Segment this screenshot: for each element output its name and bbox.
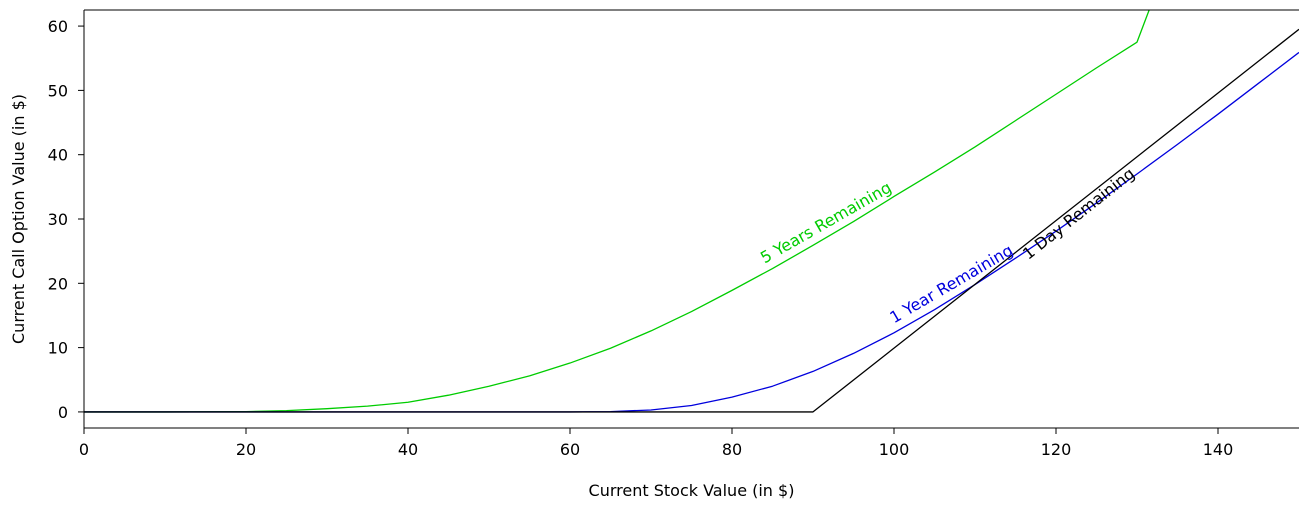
y-tick-label: 0: [58, 403, 68, 422]
y-tick-label: 60: [48, 17, 68, 36]
y-tick-label: 10: [48, 339, 68, 358]
axes: 0 20 40 60 80 100 120 140 0 10 20 30 40 50 60: [48, 9, 1299, 459]
x-tick-label: 140: [1203, 440, 1234, 459]
y-tick-label: 40: [48, 146, 68, 165]
y-tick-label: 20: [48, 274, 68, 293]
series-line-0: [84, 10, 1150, 413]
series-line-1: [84, 51, 1299, 413]
y-tick-label: 30: [48, 210, 68, 229]
x-tick-label: 0: [79, 440, 89, 459]
series-lines: [84, 10, 1299, 413]
x-tick-label: 100: [879, 440, 910, 459]
x-tick-label: 20: [236, 440, 256, 459]
series-label-0: 5 Years Remaining: [757, 178, 895, 268]
series-line-2: [84, 28, 1299, 413]
y-tick-label: 50: [48, 81, 68, 100]
x-tick-label: 60: [560, 440, 580, 459]
x-axis-label: Current Stock Value (in $): [589, 481, 795, 500]
series-label-1: 1 Year Remaining: [886, 241, 1016, 328]
y-axis-label: Current Call Option Value (in $): [9, 94, 28, 344]
x-tick-label: 80: [722, 440, 742, 459]
x-tick-label: 40: [398, 440, 418, 459]
x-tick-label: 120: [1041, 440, 1072, 459]
series-label-2: 1 Day Remaining: [1019, 164, 1138, 264]
